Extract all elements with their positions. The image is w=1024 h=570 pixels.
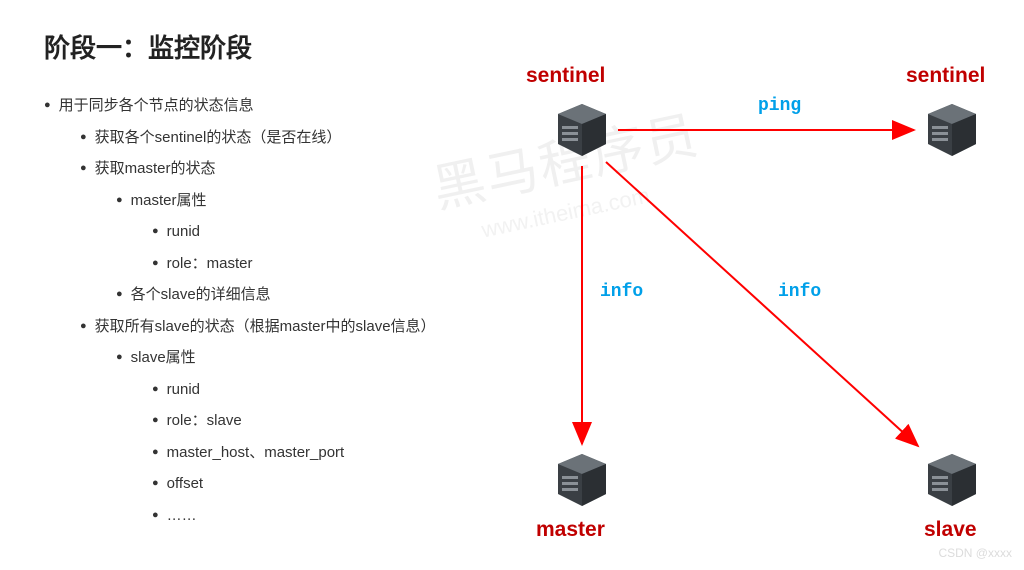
node-label: slave (924, 518, 977, 542)
node-label: master (536, 518, 605, 542)
bullet-lv4: runid (44, 216, 484, 248)
bullet-lv1: 用于同步各个节点的状态信息 (44, 90, 484, 122)
bullet-lv4: master_host、master_port (44, 437, 484, 469)
page-title: 阶段一：监控阶段 (44, 28, 252, 65)
node-label: sentinel (526, 64, 605, 88)
bullet-lv2: 获取所有slave的状态（根据master中的slave信息） (44, 311, 484, 343)
edge-label: info (600, 282, 643, 302)
bullet-list: 用于同步各个节点的状态信息 获取各个sentinel的状态（是否在线） 获取ma… (44, 90, 484, 531)
edge-label: ping (758, 96, 801, 116)
bullet-lv4: …… (44, 500, 484, 532)
csdn-watermark: CSDN @xxxx (938, 546, 1012, 560)
bullet-lv3: slave属性 (44, 342, 484, 374)
server-icon (920, 100, 984, 162)
node-label: sentinel (906, 64, 985, 88)
bullet-lv4: runid (44, 374, 484, 406)
bullet-lv4: offset (44, 468, 484, 500)
bullet-lv4: role：master (44, 248, 484, 280)
server-icon (550, 450, 614, 512)
bullet-lv2: 获取各个sentinel的状态（是否在线） (44, 122, 484, 154)
network-diagram: sentinel sentinel master slave ping info in… (490, 50, 1020, 550)
bullet-lv3: 各个slave的详细信息 (44, 279, 484, 311)
bullet-lv3: master属性 (44, 185, 484, 217)
bullet-lv4: role：slave (44, 405, 484, 437)
bullet-lv2: 获取master的状态 (44, 153, 484, 185)
server-icon (550, 100, 614, 162)
server-icon (920, 450, 984, 512)
edge-label: info (778, 282, 821, 302)
